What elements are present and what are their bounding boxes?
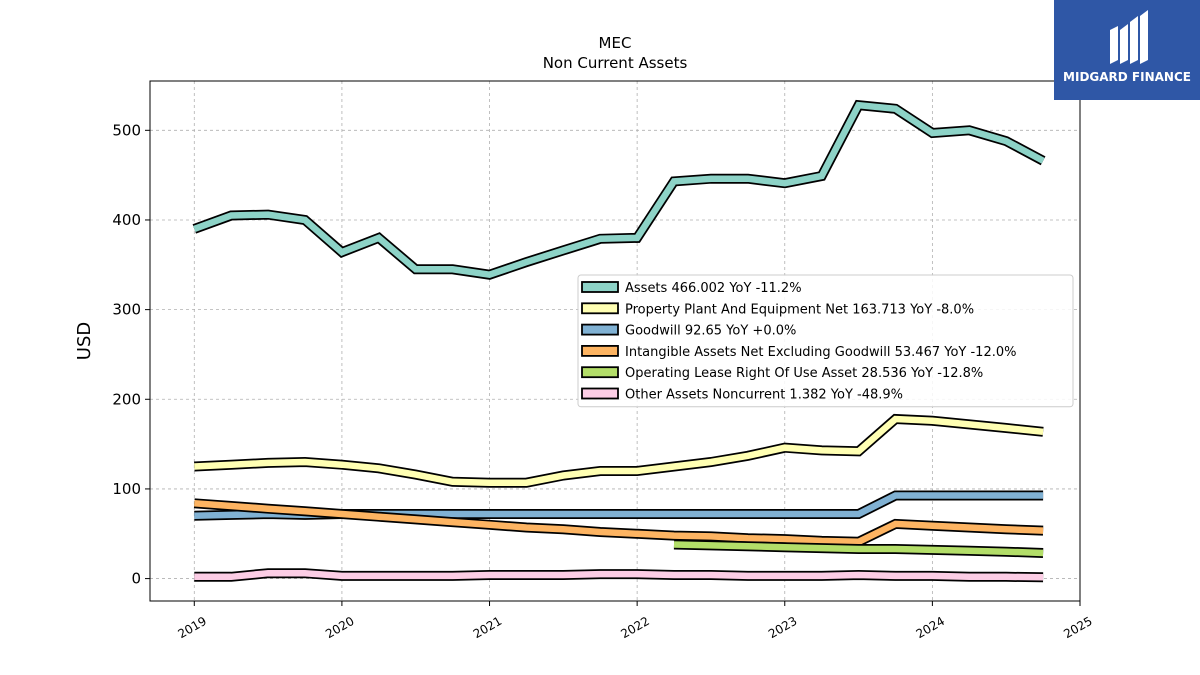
legend-frame xyxy=(577,274,1074,408)
legend-label: Goodwill 92.65 YoY +0.0% xyxy=(625,324,796,339)
series-line-0 xyxy=(193,101,1045,279)
y-tick-label: 200 xyxy=(112,390,141,408)
legend-swatch-4 xyxy=(581,366,619,379)
legend-swatch-0 xyxy=(581,281,619,293)
legend-label: Property Plant And Equipment Net 163.713… xyxy=(625,302,974,317)
y-tick-label: 100 xyxy=(112,480,141,498)
legend-label: Intangible Assets Net Excluding Goodwill… xyxy=(625,345,1016,360)
legend: Assets 466.002 YoY -11.2% Property Plant … xyxy=(577,274,1074,408)
legend-swatch-3 xyxy=(581,344,619,357)
logo-mark-icon xyxy=(1110,10,1148,64)
legend-swatch-1 xyxy=(581,302,619,315)
chart-title: MEC xyxy=(599,34,632,52)
plot-frame xyxy=(149,80,1081,602)
series-line-3 xyxy=(194,500,1044,546)
logo-text: MIDGARD FINANCE xyxy=(1063,70,1191,84)
legend-swatch-5 xyxy=(581,387,619,400)
y-tick-label: 400 xyxy=(112,211,141,229)
legend-label: Other Assets Noncurrent 1.382 YoY -48.9% xyxy=(625,388,903,403)
legend-label: Operating Lease Right Of Use Asset 28.53… xyxy=(625,366,983,381)
y-axis-label: USD xyxy=(74,322,95,360)
legend-swatch-2 xyxy=(581,323,619,336)
series-line-1 xyxy=(194,415,1044,486)
series-line-4 xyxy=(673,541,1044,557)
y-tick-label: 0 xyxy=(131,570,141,588)
y-tick-label: 500 xyxy=(112,121,141,139)
legend-label: Assets 466.002 YoY -11.2% xyxy=(625,281,802,296)
series-layer xyxy=(192,99,1046,583)
y-tick-label: 300 xyxy=(112,301,141,319)
series-line-5 xyxy=(194,569,1044,581)
brand-logo: MIDGARD FINANCE xyxy=(1054,0,1200,100)
chart-subtitle: Non Current Assets xyxy=(543,54,688,72)
